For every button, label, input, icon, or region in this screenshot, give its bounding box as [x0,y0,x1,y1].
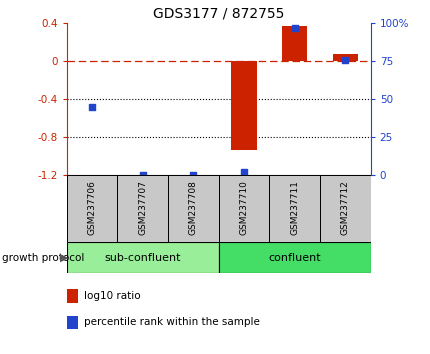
Bar [319,175,370,242]
Point [190,172,197,178]
Point [341,57,348,62]
Bar [332,55,357,61]
Text: ▶: ▶ [59,252,68,263]
Bar [117,175,168,242]
Text: percentile rank within the sample: percentile rank within the sample [84,318,259,327]
Text: GSM237712: GSM237712 [340,180,349,235]
Text: GSM237710: GSM237710 [239,180,248,235]
Text: GSM237706: GSM237706 [87,180,96,235]
Text: confluent: confluent [268,252,320,263]
Point [139,172,146,178]
Text: GSM237708: GSM237708 [188,180,197,235]
Text: sub-confluent: sub-confluent [104,252,181,263]
Point [240,169,247,175]
Text: growth protocol: growth protocol [2,252,84,263]
Bar [67,242,218,273]
Bar [218,175,269,242]
Text: log10 ratio: log10 ratio [84,291,140,301]
Bar [231,61,256,149]
Title: GDS3177 / 872755: GDS3177 / 872755 [153,6,284,21]
Point [89,104,95,110]
Text: GSM237707: GSM237707 [138,180,147,235]
Bar [67,175,117,242]
Text: GSM237711: GSM237711 [289,180,298,235]
Bar [269,175,319,242]
Bar [281,26,307,61]
Bar [218,242,370,273]
Point [291,25,298,30]
Bar [168,175,218,242]
